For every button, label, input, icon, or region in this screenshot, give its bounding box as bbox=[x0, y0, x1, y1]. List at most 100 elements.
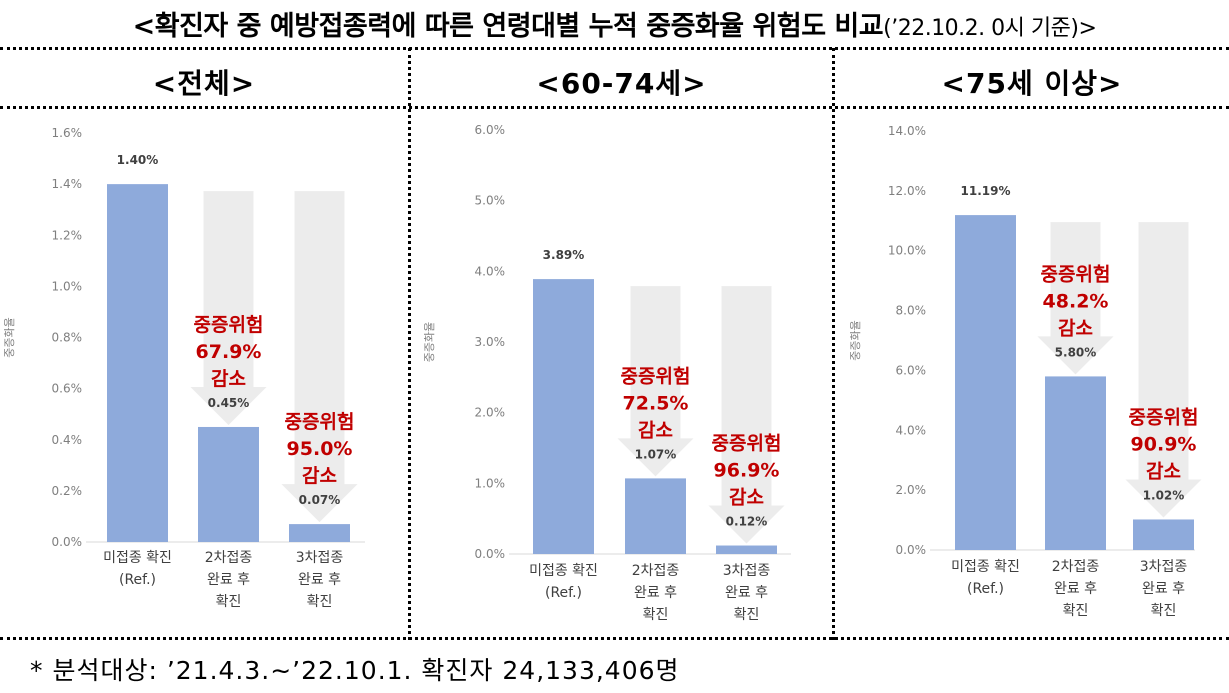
y-tick-label: 0.0% bbox=[475, 547, 506, 561]
data-label: 1.40% bbox=[117, 153, 159, 167]
x-tick-label: 3차접종 bbox=[296, 550, 344, 566]
reduction-annotation: 감소 bbox=[729, 487, 764, 509]
x-tick-label: 3차접종 bbox=[1140, 559, 1188, 575]
page-title-sub: (’22.10.2. 0시 기준)> bbox=[883, 16, 1097, 41]
y-tick-label: 14.0% bbox=[888, 124, 926, 138]
page-title-main: <확진자 중 예방접종력에 따른 연령대별 누적 중증화율 위험도 비교 bbox=[132, 11, 884, 42]
data-label: 0.12% bbox=[726, 515, 768, 529]
chart-60-74: 0.0% 1.0% 2.0% 3.0% 4.0% 5.0% 6.0% 중증화율 3.89% 미접종… bbox=[423, 123, 791, 623]
chart-75-plus: 0.0% 2.0% 4.0% 6.0% 8.0% 10.0% 12.0% 14.0% 중증화율 1… bbox=[849, 124, 1202, 619]
reduction-annotation: 감소 bbox=[1058, 317, 1093, 339]
y-tick-label: 12.0% bbox=[888, 184, 926, 198]
x-tick-label: 확진 bbox=[1063, 603, 1089, 619]
y-tick-label: 6.0% bbox=[896, 363, 927, 377]
bar bbox=[533, 279, 594, 554]
reduction-arrow bbox=[1037, 222, 1114, 375]
x-tick-label: 2차접종 bbox=[1052, 559, 1100, 575]
x-tick-label: 완료 후 bbox=[634, 585, 677, 601]
data-label: 11.19% bbox=[961, 184, 1011, 198]
y-tick-label: 1.6% bbox=[52, 126, 83, 140]
bar bbox=[107, 184, 168, 542]
x-tick-label: 완료 후 bbox=[1054, 581, 1097, 597]
reduction-annotation: 중증위험 bbox=[621, 365, 691, 387]
x-tick-label: 완료 후 bbox=[725, 585, 768, 601]
y-tick-label: 0.0% bbox=[896, 543, 927, 557]
y-axis-label: 중증화율 bbox=[3, 317, 16, 357]
divider-panel-2 bbox=[832, 48, 835, 640]
bar bbox=[1133, 519, 1194, 550]
reduction-annotation: 중증위험 bbox=[194, 314, 264, 336]
reduction-annotation: 48.2% bbox=[1043, 290, 1109, 312]
y-tick-label: 0.4% bbox=[52, 433, 83, 447]
x-tick-label: 미접종 확진 bbox=[103, 550, 172, 566]
y-tick-label: 1.4% bbox=[52, 177, 83, 191]
y-tick-label: 3.0% bbox=[475, 335, 506, 349]
bar bbox=[289, 524, 350, 542]
reduction-arrow bbox=[281, 191, 358, 523]
x-tick-label: 미접종 확진 bbox=[529, 563, 598, 579]
y-tick-label: 10.0% bbox=[888, 244, 926, 258]
y-axis-label: 중증화율 bbox=[423, 322, 436, 362]
divider-panel-1 bbox=[408, 48, 411, 640]
reduction-annotation: 중증위험 bbox=[712, 433, 782, 455]
x-tick-label: (Ref.) bbox=[119, 572, 156, 588]
reduction-annotation: 중증위험 bbox=[1129, 406, 1199, 428]
data-label: 3.89% bbox=[543, 248, 585, 262]
y-tick-label: 4.0% bbox=[475, 264, 506, 278]
x-tick-label: 2차접종 bbox=[205, 550, 253, 566]
reduction-annotation: 감소 bbox=[211, 368, 246, 390]
reduction-annotation: 72.5% bbox=[623, 392, 689, 414]
divider-header bbox=[0, 106, 1229, 109]
x-tick-label: 미접종 확진 bbox=[951, 559, 1020, 575]
footnote: * 분석대상: ’21.4.3.∼’22.10.1. 확진자 24,133,40… bbox=[30, 656, 680, 685]
x-tick-label: 완료 후 bbox=[298, 572, 341, 588]
reduction-annotation: 감소 bbox=[638, 419, 673, 441]
reduction-annotation: 95.0% bbox=[287, 438, 353, 460]
reduction-annotation: 감소 bbox=[302, 465, 337, 487]
bar bbox=[625, 478, 686, 554]
x-tick-label: 확진 bbox=[734, 607, 760, 623]
y-tick-label: 1.0% bbox=[475, 476, 506, 490]
y-tick-label: 1.2% bbox=[52, 228, 83, 242]
x-tick-label: 확진 bbox=[1151, 603, 1177, 619]
reduction-annotation: 67.9% bbox=[196, 341, 262, 363]
y-tick-label: 0.8% bbox=[52, 331, 83, 345]
x-tick-label: (Ref.) bbox=[967, 581, 1004, 597]
data-label: 1.07% bbox=[635, 447, 677, 461]
page-title: <확진자 중 예방접종력에 따른 연령대별 누적 중증화율 위험도 비교(’22… bbox=[0, 4, 1229, 43]
reduction-arrow bbox=[617, 286, 694, 477]
panel-title-60-74: <60-74세> bbox=[536, 67, 707, 100]
y-axis-label: 중증화율 bbox=[849, 320, 862, 360]
bar bbox=[955, 215, 1016, 550]
y-tick-label: 1.0% bbox=[52, 279, 83, 293]
reduction-annotation: 중증위험 bbox=[285, 411, 355, 433]
y-tick-label: 2.0% bbox=[475, 406, 506, 420]
reduction-arrow bbox=[1125, 222, 1202, 518]
data-label: 0.45% bbox=[208, 396, 250, 410]
y-tick-label: 2.0% bbox=[896, 483, 927, 497]
x-tick-label: (Ref.) bbox=[545, 585, 582, 601]
reduction-annotation: 90.9% bbox=[1131, 433, 1197, 455]
y-tick-label: 5.0% bbox=[475, 194, 506, 208]
x-tick-label: 완료 후 bbox=[1142, 581, 1185, 597]
bar bbox=[1045, 376, 1106, 550]
x-tick-label: 확진 bbox=[216, 594, 242, 610]
reduction-annotation: 감소 bbox=[1146, 460, 1181, 482]
bar bbox=[198, 426, 259, 542]
reduction-arrow bbox=[708, 286, 785, 544]
reduction-annotation: 96.9% bbox=[714, 460, 780, 482]
reduction-arrow bbox=[190, 191, 267, 425]
x-tick-label: 확진 bbox=[643, 607, 669, 623]
panel-title-total: <전체> bbox=[152, 67, 256, 100]
data-label: 5.80% bbox=[1055, 345, 1097, 359]
panel-title-75-plus: <75세 이상> bbox=[941, 67, 1123, 100]
x-tick-label: 확진 bbox=[307, 594, 333, 610]
y-tick-label: 8.0% bbox=[896, 304, 927, 318]
x-tick-label: 2차접종 bbox=[632, 563, 680, 579]
bar bbox=[716, 545, 777, 554]
y-tick-label: 0.6% bbox=[52, 382, 83, 396]
y-tick-label: 0.2% bbox=[52, 484, 83, 498]
data-label: 1.02% bbox=[1143, 488, 1185, 502]
y-tick-label: 0.0% bbox=[52, 535, 83, 549]
reduction-annotation: 중증위험 bbox=[1041, 263, 1111, 285]
